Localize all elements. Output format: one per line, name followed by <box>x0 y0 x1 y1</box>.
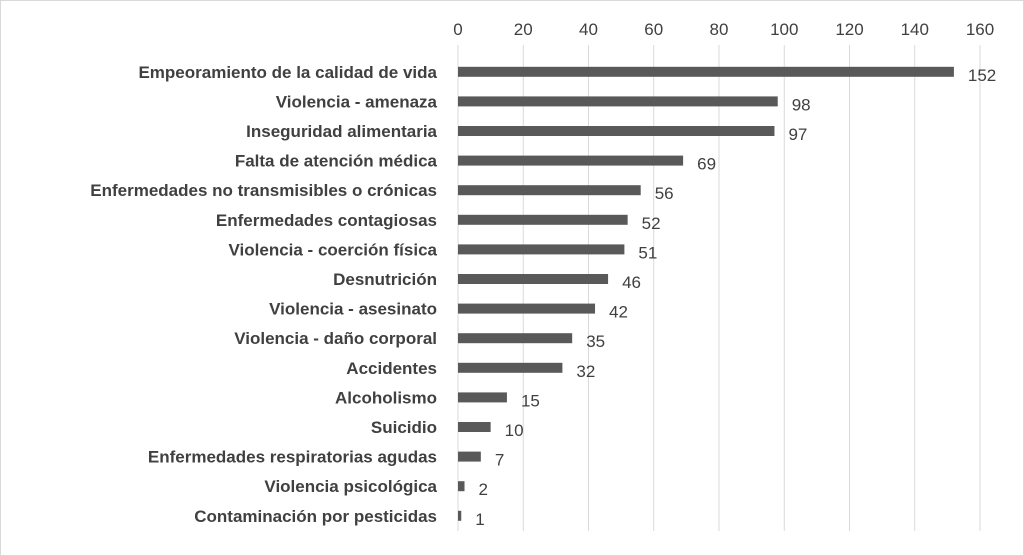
data-label: 97 <box>788 125 807 144</box>
category-label: Alcoholismo <box>335 388 437 407</box>
bar <box>458 481 465 492</box>
x-tick-label: 40 <box>579 20 598 39</box>
category-label: Desnutrición <box>333 270 437 289</box>
bar <box>458 303 596 314</box>
x-axis-ticks: 0 20 40 60 80 100 120 140 160 <box>453 20 994 39</box>
bar <box>458 333 573 344</box>
data-label: 51 <box>638 243 657 262</box>
data-label: 69 <box>697 155 716 174</box>
category-label: Enfermedades contagiosas <box>216 211 437 230</box>
x-tick-label: 0 <box>453 20 462 39</box>
category-label: Violencia - asesinato <box>269 300 437 319</box>
data-label: 52 <box>642 214 661 233</box>
bars <box>458 66 954 521</box>
bar <box>458 214 628 225</box>
gridlines <box>522 45 981 531</box>
data-label: 2 <box>479 480 488 499</box>
bar <box>458 362 563 373</box>
x-tick-label: 140 <box>901 20 929 39</box>
data-label: 56 <box>655 184 674 203</box>
category-label: Accidentes <box>346 359 437 378</box>
data-label: 98 <box>792 95 811 114</box>
category-labels: Empeoramiento de la calidad de vida Viole… <box>90 63 437 526</box>
data-label: 35 <box>586 332 605 351</box>
category-label: Enfermedades respiratorias agudas <box>148 448 437 467</box>
category-label: Empeoramiento de la calidad de vida <box>138 63 437 82</box>
data-label: 1 <box>475 510 484 529</box>
x-tick-label: 80 <box>710 20 729 39</box>
category-label: Violencia - amenaza <box>276 92 438 111</box>
x-tick-label: 160 <box>966 20 994 39</box>
data-label: 15 <box>521 391 540 410</box>
category-label: Enfermedades no transmisibles o crónicas <box>90 181 437 200</box>
x-tick-label: 20 <box>514 20 533 39</box>
data-label: 42 <box>609 303 628 322</box>
bar <box>458 392 507 403</box>
x-tick-label: 100 <box>770 20 798 39</box>
category-label: Inseguridad alimentaria <box>246 122 437 141</box>
bar <box>458 510 462 521</box>
x-tick-label: 120 <box>835 20 863 39</box>
data-label: 7 <box>495 451 504 470</box>
bar <box>458 274 609 284</box>
x-tick-label: 60 <box>644 20 663 39</box>
bar <box>458 155 684 166</box>
category-label: Suicidio <box>371 418 437 437</box>
bar <box>458 126 775 136</box>
bar <box>458 185 641 196</box>
bar <box>458 422 491 432</box>
bar <box>458 66 954 77</box>
data-label: 10 <box>505 421 524 440</box>
bar <box>458 451 481 462</box>
data-label: 32 <box>576 362 595 381</box>
category-label: Violencia psicológica <box>264 477 437 496</box>
bar <box>458 244 625 255</box>
bar <box>458 96 778 107</box>
category-label: Falta de atención médica <box>235 152 438 171</box>
category-label: Violencia - coerción física <box>229 240 438 259</box>
category-label: Contaminación por pesticidas <box>194 507 437 526</box>
category-label: Violencia - daño corporal <box>234 329 437 348</box>
data-label: 152 <box>968 66 996 85</box>
data-label: 46 <box>622 273 641 292</box>
